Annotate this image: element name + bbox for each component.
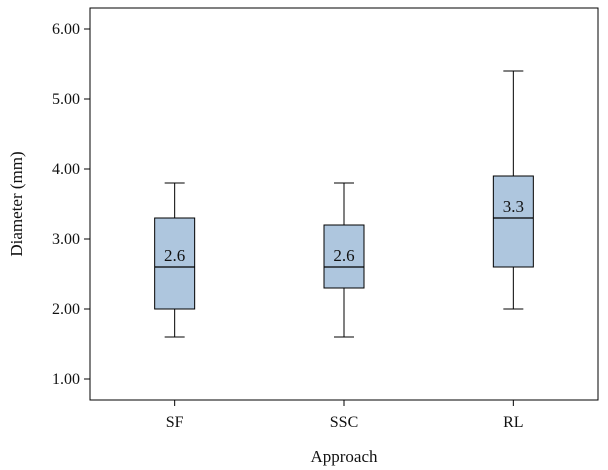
y-tick-label: 5.00: [52, 91, 80, 108]
y-tick-label: 2.00: [52, 301, 80, 318]
box-group: 2.6: [323, 182, 365, 338]
box-group: 2.6: [154, 182, 196, 338]
box-group: 3.3: [492, 70, 534, 310]
y-tick-label: 6.00: [52, 21, 80, 38]
y-axis-title: Diameter (mm): [7, 151, 26, 256]
boxes: 2.6 2.6 3.3: [154, 70, 534, 338]
x-axis: SF SSC RL: [166, 400, 524, 431]
iqr-box: [154, 217, 196, 310]
y-tick-label: 4.00: [52, 161, 80, 178]
y-tick-label: 1.00: [52, 371, 80, 388]
median-label: 2.6: [333, 246, 354, 265]
x-tick-label: SF: [166, 414, 184, 431]
y-tick-label: 3.00: [52, 231, 80, 248]
iqr-box: [323, 224, 365, 289]
median-label: 3.3: [503, 197, 524, 216]
x-tick-label: RL: [503, 414, 523, 431]
x-tick-label: SSC: [330, 414, 358, 431]
median-label: 2.6: [164, 246, 185, 265]
x-axis-title: Approach: [310, 447, 378, 466]
iqr-box: [492, 175, 534, 268]
y-axis: 1.00 2.00 3.00 4.00 5.00 6.00: [52, 21, 90, 388]
